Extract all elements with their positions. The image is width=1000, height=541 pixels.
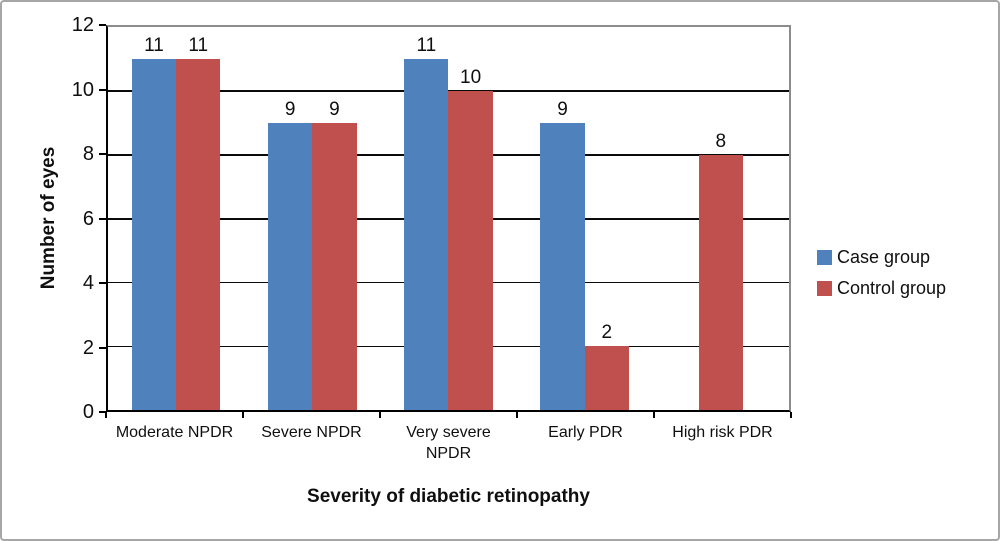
legend-label: Control group (837, 278, 947, 298)
x-category-label: Early PDR (548, 424, 623, 441)
legend: Case group Control group (817, 242, 946, 304)
data-label: 10 (460, 66, 482, 88)
bar-group-5: 8 (653, 27, 789, 410)
x-tick-mark (379, 412, 381, 418)
x-axis-title: Severity of diabetic retinopathy (307, 486, 590, 507)
x-category-label: Moderate NPDR (115, 424, 234, 441)
bar: 11 (404, 35, 449, 410)
data-label: 2 (601, 322, 613, 344)
y-tick-mark (99, 282, 106, 284)
data-label: 9 (557, 98, 568, 120)
bar: 8 (698, 131, 743, 410)
y-tick-label: 12 (71, 14, 94, 36)
x-tick-mark (653, 412, 655, 418)
bar: 11 (176, 35, 221, 410)
y-tick-mark (99, 153, 106, 155)
data-label: 11 (144, 34, 164, 56)
y-axis-title: Number of eyes (38, 146, 59, 290)
y-tick-label: 4 (82, 272, 94, 294)
y-tick-mark (99, 346, 106, 349)
data-label: 11 (416, 34, 437, 56)
y-tick-label: 6 (82, 207, 94, 230)
y-tick-label: 2 (82, 336, 94, 359)
plot-area: 11 11 9 9 11 10 9 2 8 (106, 25, 791, 412)
y-tick-mark (99, 217, 106, 220)
bar: 11 (131, 35, 177, 410)
bar: 9 (268, 99, 313, 410)
x-category-labels: Moderate NPDR Severe NPDR Very severe NPDR… (106, 422, 791, 464)
x-category-label: Severe NPDR (261, 424, 362, 441)
x-category-label: High risk PDR (672, 424, 773, 441)
legend-item: Control group (817, 273, 946, 304)
data-label: 9 (284, 98, 296, 120)
legend-item: Case group (817, 242, 946, 273)
x-category-label: Very severe NPDR (406, 424, 491, 462)
bar: 9 (540, 99, 585, 410)
bar-series-area: 11 11 9 9 11 10 9 2 8 (108, 27, 789, 410)
bar: 9 (312, 99, 357, 410)
y-tick-label: 0 (82, 401, 94, 423)
legend-swatch-icon (817, 250, 832, 265)
x-tick-mark (516, 412, 518, 418)
y-tick-mark (99, 24, 106, 26)
y-tick-mark (99, 411, 106, 413)
bar-group-3: 11 10 (380, 27, 516, 410)
x-tick-mark (790, 412, 792, 418)
legend-label: Case group (837, 247, 931, 267)
y-tick-mark (99, 88, 106, 91)
x-tick-mark (105, 412, 107, 418)
y-tick-label: 10 (71, 78, 94, 101)
data-label: 11 (188, 34, 209, 56)
data-label: 9 (329, 98, 340, 120)
data-label: 8 (715, 130, 727, 152)
y-tick-label: 8 (82, 143, 94, 165)
legend-swatch-icon (817, 281, 832, 296)
bar: 10 (448, 67, 493, 410)
bar: 2 (584, 323, 629, 410)
x-tick-mark (242, 412, 244, 418)
bar-group-1: 11 11 (108, 27, 244, 410)
